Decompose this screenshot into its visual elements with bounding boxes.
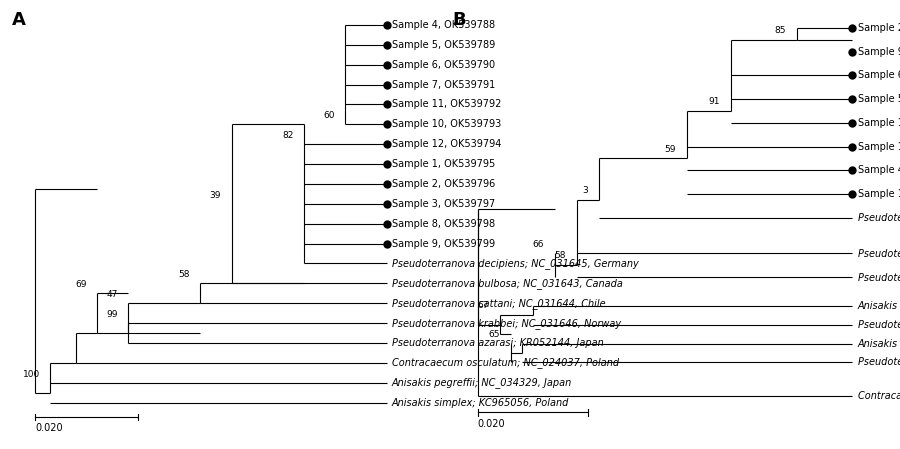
Text: 47: 47 <box>106 291 118 299</box>
Text: Sample 3, OK539797: Sample 3, OK539797 <box>392 199 495 209</box>
Text: Sample 4, OK539788: Sample 4, OK539788 <box>392 20 495 30</box>
Text: 0.020: 0.020 <box>478 419 505 429</box>
Text: 3: 3 <box>582 186 588 195</box>
Text: Sample 2, OK539796: Sample 2, OK539796 <box>392 179 495 189</box>
Text: Contracaecum osculatum; NC_024037, Poland: Contracaecum osculatum; NC_024037, Polan… <box>858 390 900 401</box>
Text: 67: 67 <box>477 301 489 310</box>
Text: Sample 1, OK539795: Sample 1, OK539795 <box>392 159 495 169</box>
Text: Sample 6, OK539790: Sample 6, OK539790 <box>392 60 495 70</box>
Text: Anisakis simplex; KC965056, Poland: Anisakis simplex; KC965056, Poland <box>392 398 570 408</box>
Text: Sample 5, OK539803: Sample 5, OK539803 <box>858 94 900 104</box>
Text: 69: 69 <box>75 280 86 289</box>
Text: Sample 12, OK539794: Sample 12, OK539794 <box>392 139 501 149</box>
Text: Sample 2, OK539800: Sample 2, OK539800 <box>858 23 900 33</box>
Text: Pseudoterranova decipiens; NC_031645, Germany: Pseudoterranova decipiens; NC_031645, Ge… <box>392 258 639 269</box>
Text: Sample 9, OK539799: Sample 9, OK539799 <box>392 238 495 249</box>
Text: B: B <box>453 11 466 29</box>
Text: 82: 82 <box>283 131 293 140</box>
Text: Sample 6, OK539802: Sample 6, OK539802 <box>858 70 900 80</box>
Text: Sample 10, OK539793: Sample 10, OK539793 <box>392 119 501 129</box>
Text: Pseudoterranova bulbosa; NC_031643, Canada: Pseudoterranova bulbosa; NC_031643, Cana… <box>858 272 900 282</box>
Text: Pseudoterranova azarasi; KR052144, Japan: Pseudoterranova azarasi; KR052144, Japan <box>392 338 604 348</box>
Text: Pseudoterranova bulbosa; NC_031643, Canada: Pseudoterranova bulbosa; NC_031643, Cana… <box>392 278 623 289</box>
Text: Sample 5, OK539789: Sample 5, OK539789 <box>392 40 495 50</box>
Text: Sample 8, OK539798: Sample 8, OK539798 <box>392 219 495 229</box>
Text: Anisakis simplex; NC_007934, Korea: Anisakis simplex; NC_007934, Korea <box>858 338 900 349</box>
Text: A: A <box>12 11 25 29</box>
Text: Sample 7, OK539791: Sample 7, OK539791 <box>392 79 495 89</box>
Text: 91: 91 <box>708 97 720 106</box>
Text: 66: 66 <box>532 240 544 249</box>
Text: 0.020: 0.020 <box>35 423 62 432</box>
Text: 85: 85 <box>775 26 787 35</box>
Text: Pseudoterranova decipiens; NC_031645, Germany: Pseudoterranova decipiens; NC_031645, Ge… <box>858 212 900 223</box>
Text: Pseudoterranova cattani; NC_031644, Chile: Pseudoterranova cattani; NC_031644, Chil… <box>858 248 900 259</box>
Text: Anisakis pegreffii; NC_034329, Japan: Anisakis pegreffii; NC_034329, Japan <box>392 377 572 388</box>
Text: 39: 39 <box>210 191 221 200</box>
Text: 60: 60 <box>323 111 335 120</box>
Text: 99: 99 <box>106 310 118 319</box>
Text: 58: 58 <box>554 251 566 260</box>
Text: 65: 65 <box>488 330 500 339</box>
Text: Sample 4, OK539806: Sample 4, OK539806 <box>858 165 900 175</box>
Text: Sample 11, OK539792: Sample 11, OK539792 <box>392 99 501 110</box>
Text: Sample 11, OK539804: Sample 11, OK539804 <box>858 118 900 128</box>
Text: 100: 100 <box>22 370 40 379</box>
Text: 58: 58 <box>178 270 190 279</box>
Text: Pseudoterranova krabbei; NC_031646, Norway: Pseudoterranova krabbei; NC_031646, Norw… <box>858 319 900 330</box>
Text: Pseudoterranova azarasi; KR052144, Japan: Pseudoterranova azarasi; KR052144, Japan <box>858 357 900 367</box>
Text: 59: 59 <box>664 145 676 154</box>
Text: Contracaecum osculatum; NC_024037, Poland: Contracaecum osculatum; NC_024037, Polan… <box>392 357 619 368</box>
Text: Sample 10, OK539807: Sample 10, OK539807 <box>858 189 900 199</box>
Text: Sample 9, OK539801: Sample 9, OK539801 <box>858 47 900 57</box>
Text: Pseudoterranova krabbei; NC_031646, Norway: Pseudoterranova krabbei; NC_031646, Norw… <box>392 318 621 329</box>
Text: Sample 12, OK539805: Sample 12, OK539805 <box>858 141 900 152</box>
Text: Pseudoterranova cattani; NC_031644, Chile: Pseudoterranova cattani; NC_031644, Chil… <box>392 298 606 309</box>
Text: Anisakis pegreffii; NC_034329, Japan: Anisakis pegreffii; NC_034329, Japan <box>858 300 900 311</box>
